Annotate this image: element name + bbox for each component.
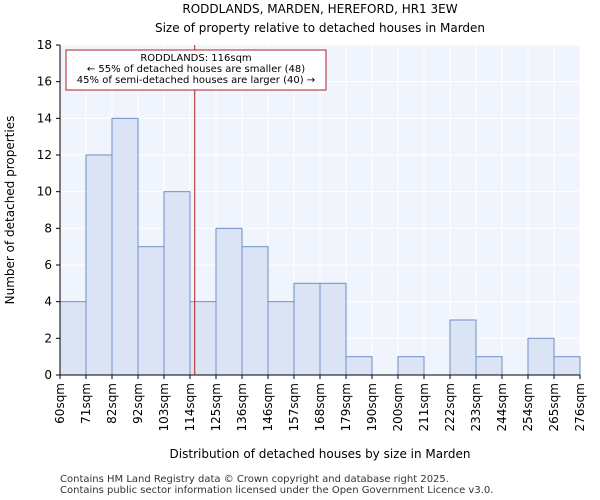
bar-200sqm xyxy=(397,356,425,376)
annotation-rect xyxy=(65,49,327,91)
annotation-line1: RODDLANDS: 116sqm xyxy=(140,53,251,64)
bar-146sqm xyxy=(267,301,295,376)
x-tick-label: 190sqm xyxy=(365,383,379,431)
x-tick-label: 222sqm xyxy=(443,383,457,431)
annotation-line2: ← 55% of detached houses are smaller (48… xyxy=(87,64,305,75)
bars xyxy=(59,117,581,376)
footer-copyright: Contains HM Land Registry data © Crown c… xyxy=(60,474,449,485)
bar-233sqm xyxy=(475,356,503,376)
y-tick-label: 12 xyxy=(37,148,52,162)
bar-179sqm xyxy=(345,356,373,376)
x-tick-label: 103sqm xyxy=(157,383,171,431)
x-tick-label: 114sqm xyxy=(183,383,197,431)
bar-222sqm xyxy=(449,319,477,376)
y-tick-label: 0 xyxy=(44,368,52,382)
bar-254sqm xyxy=(527,337,555,376)
bar-103sqm xyxy=(163,191,191,376)
bar-157sqm xyxy=(293,282,321,376)
x-axis-label: Distribution of detached houses by size … xyxy=(170,447,471,461)
bar-60sqm xyxy=(59,301,87,376)
x-tick-label: 233sqm xyxy=(469,383,483,431)
annotation-line3: 45% of semi-detached houses are larger (… xyxy=(77,75,315,86)
x-tick-label: 157sqm xyxy=(287,383,301,431)
annotation-box: RODDLANDS: 116sqm ← 55% of detached hous… xyxy=(65,49,327,91)
y-tick-label: 8 xyxy=(44,221,52,235)
bar-125sqm xyxy=(215,227,243,376)
x-tick-label: 244sqm xyxy=(495,383,509,431)
bar-265sqm xyxy=(553,356,581,376)
y-tick-label: 10 xyxy=(37,185,52,199)
x-tick-label: 82sqm xyxy=(105,383,119,424)
x-tick-label: 254sqm xyxy=(521,383,535,431)
x-tick-label: 211sqm xyxy=(417,383,431,431)
bar-136sqm xyxy=(241,246,269,376)
y-tick-label: 14 xyxy=(37,111,52,125)
x-tick-label: 200sqm xyxy=(391,383,405,431)
chart-title-line1: RODDLANDS, MARDEN, HEREFORD, HR1 3EW xyxy=(182,2,457,16)
bar-92sqm xyxy=(137,246,165,376)
chart-title-line2: Size of property relative to detached ho… xyxy=(155,21,485,35)
bar-71sqm xyxy=(85,154,113,376)
x-tick-label: 60sqm xyxy=(53,383,67,424)
x-tick-label: 146sqm xyxy=(261,383,275,431)
x-tick-label: 71sqm xyxy=(79,383,93,424)
y-tick-label: 16 xyxy=(37,75,52,89)
y-axis-label: Number of detached properties xyxy=(3,116,17,305)
y-tick-label: 4 xyxy=(44,295,52,309)
bar-114sqm xyxy=(189,301,217,376)
x-tick-label: 136sqm xyxy=(235,383,249,431)
y-tick-label: 18 xyxy=(37,38,52,52)
x-tick-label: 265sqm xyxy=(547,383,561,431)
bar-168sqm xyxy=(319,282,347,376)
y-tick-label: 6 xyxy=(44,258,52,272)
y-tick-label: 2 xyxy=(44,331,52,345)
x-tick-label: 125sqm xyxy=(209,383,223,431)
footer-licence: Contains public sector information licen… xyxy=(60,485,494,496)
x-tick-label: 168sqm xyxy=(313,383,327,431)
bar-82sqm xyxy=(111,117,139,376)
x-tick-label: 92sqm xyxy=(131,383,145,424)
x-tick-label: 276sqm xyxy=(573,383,587,431)
x-tick-label: 179sqm xyxy=(339,383,353,431)
axes: 0 2 4 6 8 10 12 14 16 18 60sqm 71sqm 82sqm 92sqm 103sq… xyxy=(37,38,587,431)
